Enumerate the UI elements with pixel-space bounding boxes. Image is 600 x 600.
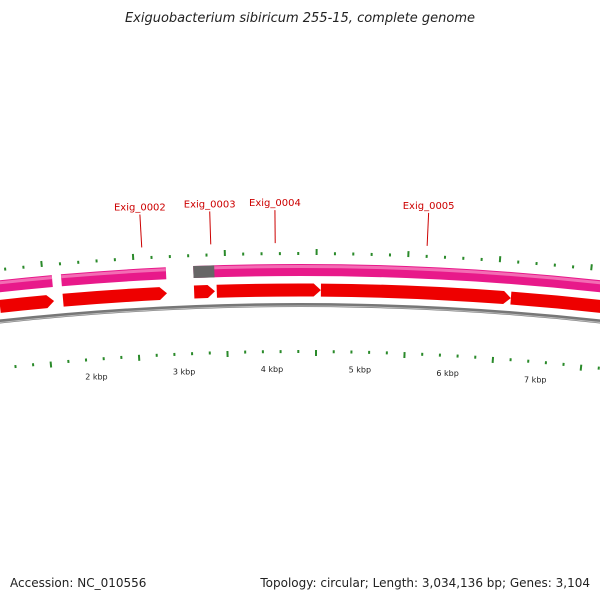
cds-arrow — [193, 285, 215, 299]
outer-tick — [40, 260, 43, 268]
genome-backbone — [0, 303, 600, 324]
gene-gap — [193, 265, 215, 279]
gene-label: Exig_0003 — [184, 199, 236, 210]
gene-label-leader — [209, 211, 212, 245]
cds-arrow — [216, 283, 321, 298]
tick-marks — [4, 249, 600, 371]
gene-band-shine — [0, 276, 53, 285]
outer-tick — [590, 264, 593, 271]
gene-label: Exig_0004 — [249, 198, 301, 209]
genome-summary-text: Topology: circular; Length: 3,034,136 bp… — [260, 576, 590, 590]
backbone-arc — [0, 303, 600, 324]
kbp-label: 4 kbp — [261, 365, 283, 374]
gene-band-shine — [193, 265, 600, 285]
kbp-label: 5 kbp — [349, 366, 371, 375]
gene-band — [193, 264, 600, 293]
inner-tick — [49, 361, 53, 368]
kbp-label: 3 kbp — [173, 368, 195, 377]
gene-label-leader — [139, 214, 143, 248]
gene-label-leader — [426, 212, 430, 246]
gene-labels: Exig_0002Exig_0003Exig_0004Exig_0005Exig… — [114, 198, 455, 248]
cds-arrow — [510, 291, 600, 313]
accession-text: Accession: NC_010556 — [10, 576, 147, 590]
gene-band-shine — [60, 268, 166, 279]
map-title: Exiguobacterium sibiricum 255-15, comple… — [125, 11, 475, 26]
gene-label: Exig_0002 — [114, 203, 166, 214]
kbp-label: 6 kbp — [436, 369, 458, 378]
cds-arrow — [0, 295, 55, 313]
cds-arrow — [320, 283, 511, 305]
gene-label: Exig_0005 — [403, 201, 455, 212]
kbp-label: 2 kbp — [85, 373, 107, 382]
kbp-label: 7 kbp — [524, 375, 546, 384]
backbone-highlight — [0, 305, 600, 323]
cds-arrow — [62, 287, 168, 307]
gene-track — [0, 264, 600, 293]
inner-tick — [579, 364, 583, 371]
cds-track — [0, 283, 600, 313]
